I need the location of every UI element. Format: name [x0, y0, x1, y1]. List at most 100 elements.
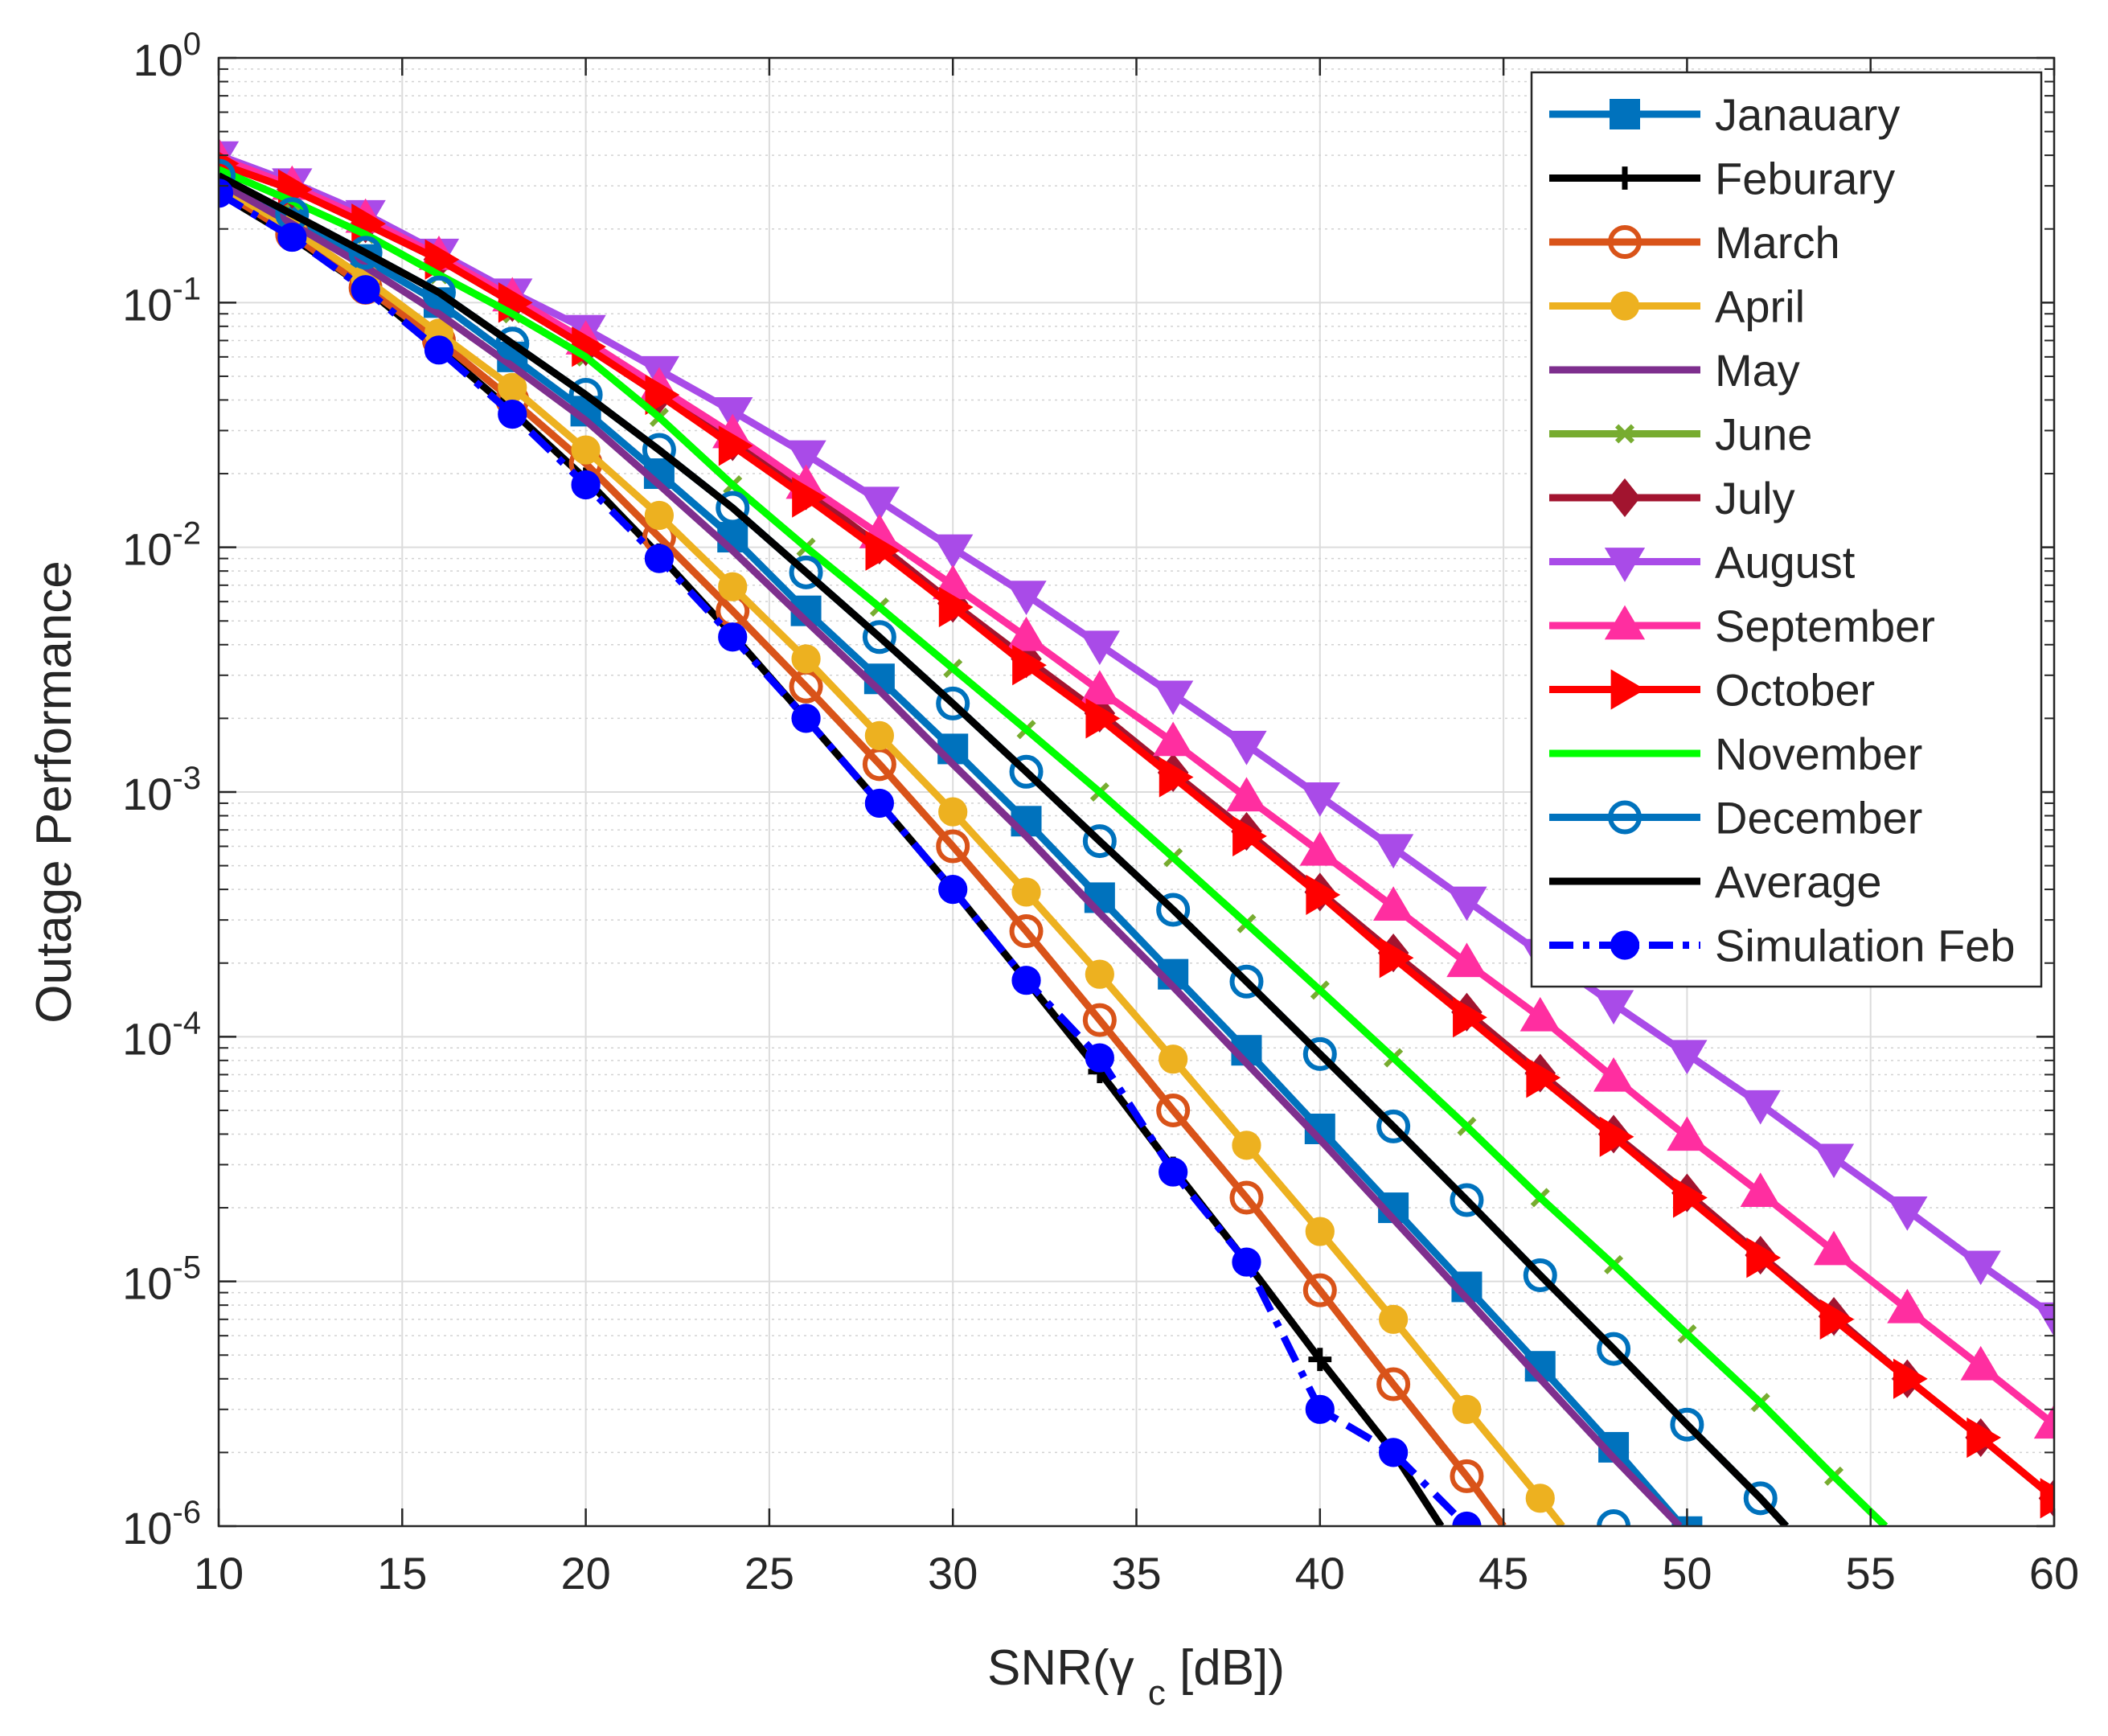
series-point-september [1960, 1345, 2001, 1381]
legend-label: May [1715, 345, 1800, 396]
legend-label: Feburary [1715, 154, 1895, 204]
series-point-simulation-feb [1011, 966, 1041, 995]
series-point-april [571, 435, 601, 465]
series-point-december [1450, 1183, 1484, 1217]
y-tick-label: 10-2 [122, 516, 201, 575]
series-point-simulation-feb [1452, 1511, 1482, 1526]
legend-label: December [1715, 793, 1922, 843]
series-point-simulation-feb [1159, 1157, 1188, 1187]
series-point-april [1525, 1484, 1555, 1513]
series-point-october [1379, 938, 1414, 979]
series-point-october [718, 425, 753, 466]
series-point-april [1452, 1394, 1482, 1424]
legend-item-december: December [1549, 793, 1922, 843]
legend-item-may: May [1549, 345, 1800, 396]
legend-item-september: September [1549, 601, 1935, 651]
legend-swatch-marker [1610, 291, 1640, 321]
series-point-september [1446, 942, 1487, 978]
series-point-april [1159, 1044, 1188, 1074]
y-tick-label-base: 10 [122, 769, 172, 819]
series-point-december [1376, 1109, 1411, 1143]
x-tick-label: 30 [928, 1548, 978, 1599]
y-tick-label-exponent: -3 [172, 761, 201, 796]
series-point-simulation-feb [1085, 1043, 1114, 1073]
series-point-august [1813, 1143, 1855, 1179]
series-point-april [864, 720, 894, 750]
legend-swatch-marker [1604, 548, 1646, 582]
series-simulation-feb [219, 179, 1482, 1526]
series-point-august [1372, 834, 1414, 869]
series-point-october [1967, 1417, 2002, 1459]
series-point-simulation-feb [1305, 1394, 1335, 1424]
series-point-october [1306, 874, 1341, 916]
series-point-simulation-feb [644, 544, 675, 573]
series-point-october [1085, 698, 1121, 739]
series-point-march [1082, 1003, 1117, 1037]
legend-label: September [1715, 601, 1935, 651]
legend-swatch-marker [1610, 930, 1640, 960]
series-point-september [1153, 721, 1194, 757]
series-point-simulation-feb [351, 275, 380, 305]
series-point-september [1740, 1172, 1781, 1207]
legend-box [1530, 71, 2043, 988]
legend-item-june: June [1549, 409, 1812, 460]
legend: Janauary Feburary March April May June July Aug… [1530, 71, 2043, 988]
series-point-september [1372, 886, 1414, 921]
series-point-august [859, 486, 900, 522]
series-point-simulation-feb [424, 335, 454, 365]
legend-item-simulation-feb: Simulation Feb [1549, 921, 2016, 971]
series-point-december [1597, 1509, 1631, 1526]
series-point-simulation-feb [864, 788, 894, 819]
y-tick-label-exponent: -2 [172, 516, 201, 552]
series-point-december [1156, 893, 1191, 927]
series-point-december [1670, 1407, 1704, 1442]
series-point-april [791, 644, 821, 674]
series-point-october [1012, 645, 1047, 686]
x-axis-label-subscript: c [1148, 1673, 1166, 1713]
legend-swatch-marker [1610, 669, 1646, 710]
x-tick-labels: 10 15 20 25 30 35 40 45 50 55 60 [194, 1548, 2079, 1599]
series-average [219, 172, 1790, 1526]
series-point-december [1009, 754, 1044, 789]
series-point-december [642, 433, 676, 467]
legend-item-april: April [1549, 281, 1805, 332]
legend-label: June [1715, 409, 1812, 460]
series-point-october [1746, 1237, 1782, 1278]
y-tick-label-exponent: -6 [172, 1495, 201, 1530]
x-tick-label: 10 [194, 1548, 244, 1599]
series-point-april [644, 500, 675, 531]
series-november [219, 166, 1889, 1526]
series-point-december [495, 326, 530, 361]
series-point-august [785, 440, 826, 475]
series-point-feburary [1308, 1348, 1332, 1372]
series-point-december [1597, 1332, 1631, 1366]
series-point-april [498, 372, 527, 402]
x-axis-label: SNR(γ c [dB]) [987, 1640, 1285, 1713]
x-tick-label: 40 [1295, 1548, 1345, 1599]
y-tick-label-exponent: -1 [172, 271, 201, 306]
x-tick-label: 50 [1662, 1548, 1712, 1599]
series-point-simulation-feb [791, 704, 821, 733]
y-tick-label: 10-5 [122, 1250, 201, 1309]
series-point-october [1673, 1177, 1708, 1218]
series-point-march [1450, 1459, 1484, 1493]
x-tick-label: 55 [1846, 1548, 1896, 1599]
series-point-december [1523, 1258, 1557, 1292]
series-line-simulation-feb [219, 190, 1470, 1526]
series-point-august [1593, 990, 1634, 1025]
series-point-april [938, 797, 968, 827]
y-axis-label: Outage Performance [27, 560, 82, 1024]
series-point-december [716, 490, 750, 525]
legend-item-janauary: Janauary [1549, 89, 1900, 140]
y-tick-label-base: 10 [122, 1503, 172, 1553]
series-point-april [1011, 877, 1041, 907]
series-point-october [1819, 1299, 1855, 1340]
series-line-november [219, 166, 1889, 1526]
series-point-simulation-feb [718, 622, 748, 652]
x-axis-label-text: SNR(γ [987, 1640, 1134, 1696]
series-point-september [1226, 777, 1267, 812]
series-point-december [348, 236, 383, 270]
series-point-april [1232, 1131, 1261, 1160]
legend-label: April [1715, 281, 1805, 332]
